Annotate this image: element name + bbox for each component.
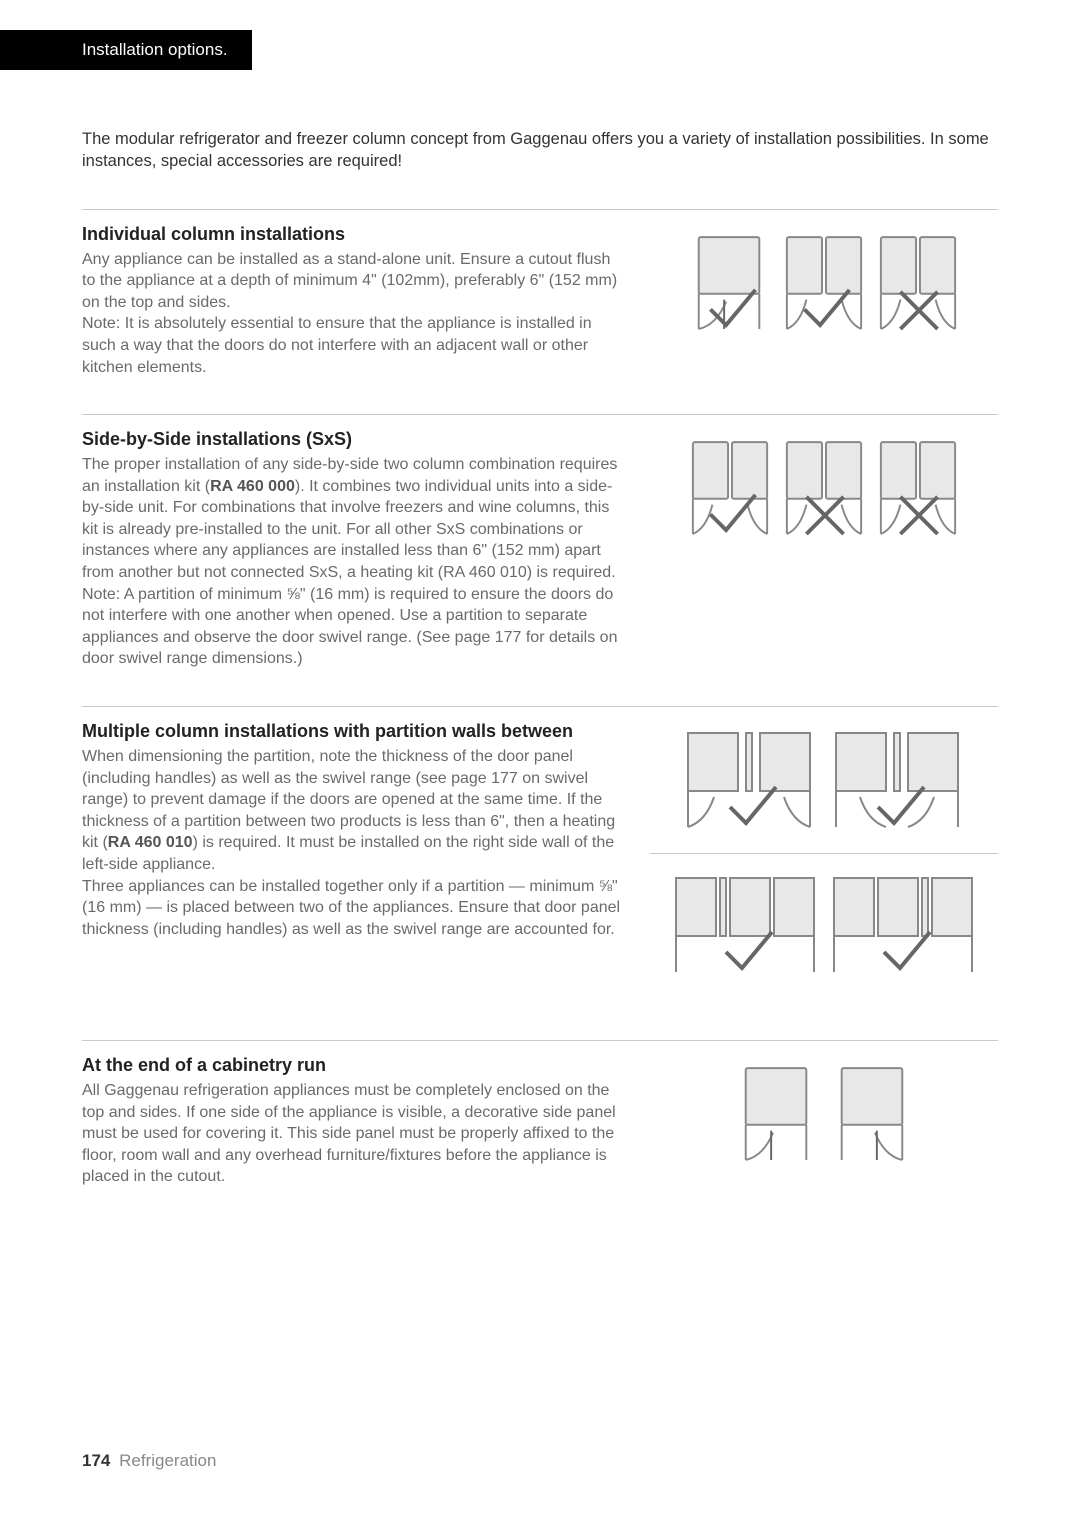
para: Note: A partition of minimum ⅝" (16 mm) … (82, 584, 622, 670)
section-individual: Individual column installations Any appl… (82, 209, 998, 415)
section-title: At the end of a cabinetry run (82, 1055, 622, 1076)
page-content: The modular refrigerator and freezer col… (82, 128, 998, 1224)
section-multi: Multiple column installations with parti… (82, 706, 998, 1040)
section-title: Side-by-Side installations (SxS) (82, 429, 622, 450)
para: When dimensioning the partition, note th… (82, 746, 622, 876)
para: Three appliances can be installed togeth… (82, 876, 622, 941)
page-tab: Installation options. (0, 30, 252, 70)
page-number: 174 (82, 1451, 110, 1470)
diagram-individual (650, 224, 998, 379)
diagram-multi (650, 721, 998, 980)
section-title: Multiple column installations with parti… (82, 721, 622, 742)
intro-text: The modular refrigerator and freezer col… (82, 128, 998, 173)
footer-label: Refrigeration (119, 1451, 216, 1470)
section-title: Individual column installations (82, 224, 622, 245)
tab-label: Installation options. (82, 40, 228, 59)
diagram-end (650, 1055, 998, 1188)
section-sxs: Side-by-Side installations (SxS) The pro… (82, 414, 998, 706)
para: The proper installation of any side-by-s… (82, 454, 622, 584)
para: Any appliance can be installed as a stan… (82, 249, 622, 314)
diagram-sxs (650, 429, 998, 670)
section-end: At the end of a cabinetry run All Gaggen… (82, 1040, 998, 1224)
para: All Gaggenau refrigeration appliances mu… (82, 1080, 622, 1188)
page-footer: 174 Refrigeration (82, 1451, 216, 1471)
para: Note: It is absolutely essential to ensu… (82, 313, 622, 378)
